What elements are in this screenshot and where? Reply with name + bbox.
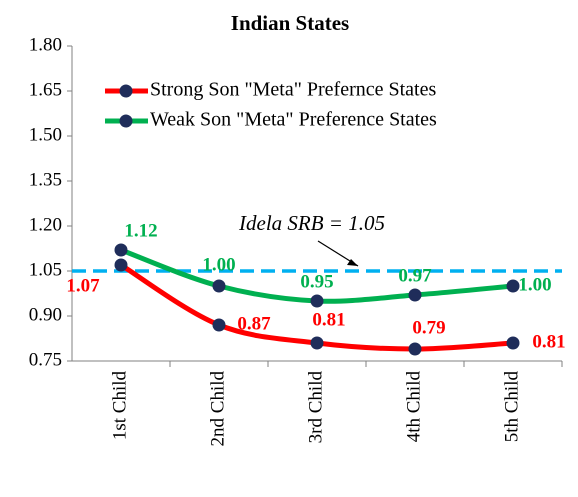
- data-label: 0.79: [412, 317, 445, 338]
- data-point: [114, 258, 128, 272]
- data-point: [408, 288, 422, 302]
- y-tick-label: 1.65: [29, 79, 62, 100]
- x-tick-label: 3rd Child: [305, 371, 326, 444]
- legend-marker: [119, 84, 133, 98]
- chart-title: Indian States: [231, 11, 349, 35]
- data-label: 0.81: [532, 331, 565, 352]
- data-point: [408, 342, 422, 356]
- x-tick-label: 2nd Child: [207, 371, 228, 447]
- data-label: 1.00: [518, 274, 551, 295]
- data-label: 0.81: [312, 309, 345, 330]
- data-label: 0.95: [300, 271, 333, 292]
- y-tick-label: 1.05: [29, 259, 62, 280]
- data-point: [212, 318, 226, 332]
- data-label: 0.97: [398, 265, 432, 286]
- data-label: 1.07: [66, 275, 100, 296]
- data-point: [212, 279, 226, 293]
- data-point: [506, 279, 520, 293]
- annotation-arrowhead: [347, 259, 358, 266]
- y-tick-label: 1.35: [29, 169, 62, 190]
- data-label: 0.87: [237, 313, 271, 334]
- data-label: 1.00: [202, 254, 235, 275]
- legend-label: Weak Son "Meta" Preference States: [150, 109, 437, 131]
- y-tick-label: 1.50: [29, 124, 62, 145]
- x-tick-label: 1st Child: [109, 371, 130, 441]
- legend-marker: [119, 114, 133, 128]
- reference-label: Idela SRB = 1.05: [238, 211, 385, 235]
- y-tick-label: 1.80: [29, 34, 62, 55]
- y-tick-label: 0.90: [29, 304, 62, 325]
- data-point: [114, 243, 128, 257]
- x-tick-label: 5th Child: [501, 371, 522, 443]
- data-label: 1.12: [124, 220, 157, 241]
- y-tick-label: 1.20: [29, 214, 62, 235]
- data-point: [310, 294, 324, 308]
- data-point: [310, 336, 324, 350]
- x-tick-label: 4th Child: [403, 371, 424, 443]
- y-tick-label: 0.75: [29, 349, 62, 370]
- legend-label: Strong Son "Meta" Prefernce States: [150, 79, 436, 101]
- data-point: [506, 336, 520, 350]
